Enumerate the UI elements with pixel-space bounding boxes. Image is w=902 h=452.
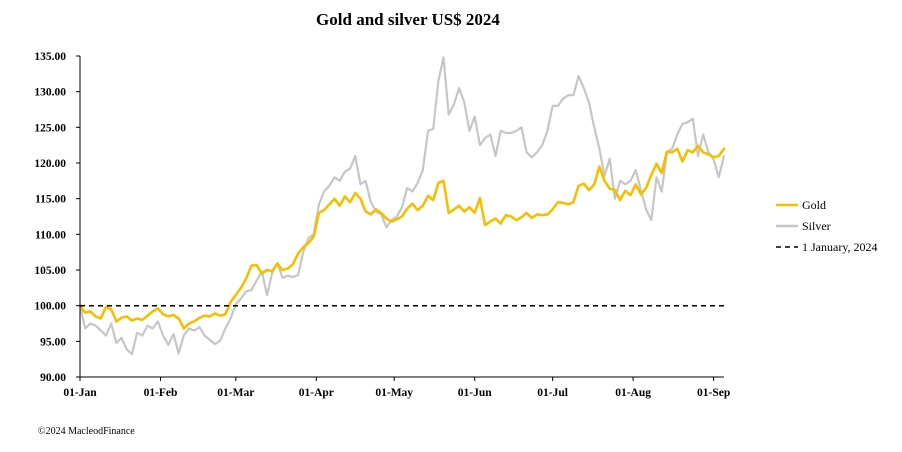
series-line-gold (78, 144, 726, 330)
x-tick-label: 01-Jun (458, 387, 492, 399)
legend-label: 1 January, 2024 (802, 240, 878, 254)
y-tick-label: 110.00 (35, 229, 66, 241)
series-line-silver (78, 56, 726, 356)
y-tick-label: 100.00 (34, 301, 66, 313)
x-tick-label: 01-Apr (299, 387, 334, 399)
x-tick-label: 01-Aug (615, 387, 651, 399)
y-tick-label: 135.00 (34, 51, 66, 63)
y-tick-label: 115.00 (35, 194, 66, 206)
x-tick-label: 01-Jan (63, 387, 97, 399)
y-tick-label: 130.00 (34, 87, 66, 99)
axes: 90.00 95.00 100.00 105.00 110.00 115.00 120.00… (34, 51, 730, 399)
y-tick-label: 95.00 (40, 336, 66, 348)
x-tick-label: 01-Sep (697, 387, 730, 399)
y-tick-label: 105.00 (34, 265, 66, 277)
y-tick-label: 125.00 (34, 122, 66, 134)
y-tick-label: 120.00 (34, 158, 66, 170)
y-tick-label: 90.00 (40, 372, 66, 384)
copyright-notice: ©2024 MacleodFinance (38, 426, 135, 437)
series-group (78, 56, 726, 356)
legend: Gold Silver 1 January, 2024 (776, 198, 878, 254)
chart-title: Gold and silver US$ 2024 (316, 10, 500, 29)
legend-label: Silver (802, 219, 831, 233)
legend-label: Gold (802, 198, 826, 212)
x-tick-label: 01-Mar (217, 387, 254, 399)
x-tick-label: 01-Feb (144, 387, 178, 399)
x-tick-label: 01-Jul (537, 387, 568, 399)
x-tick-label: 01-May (375, 387, 413, 399)
